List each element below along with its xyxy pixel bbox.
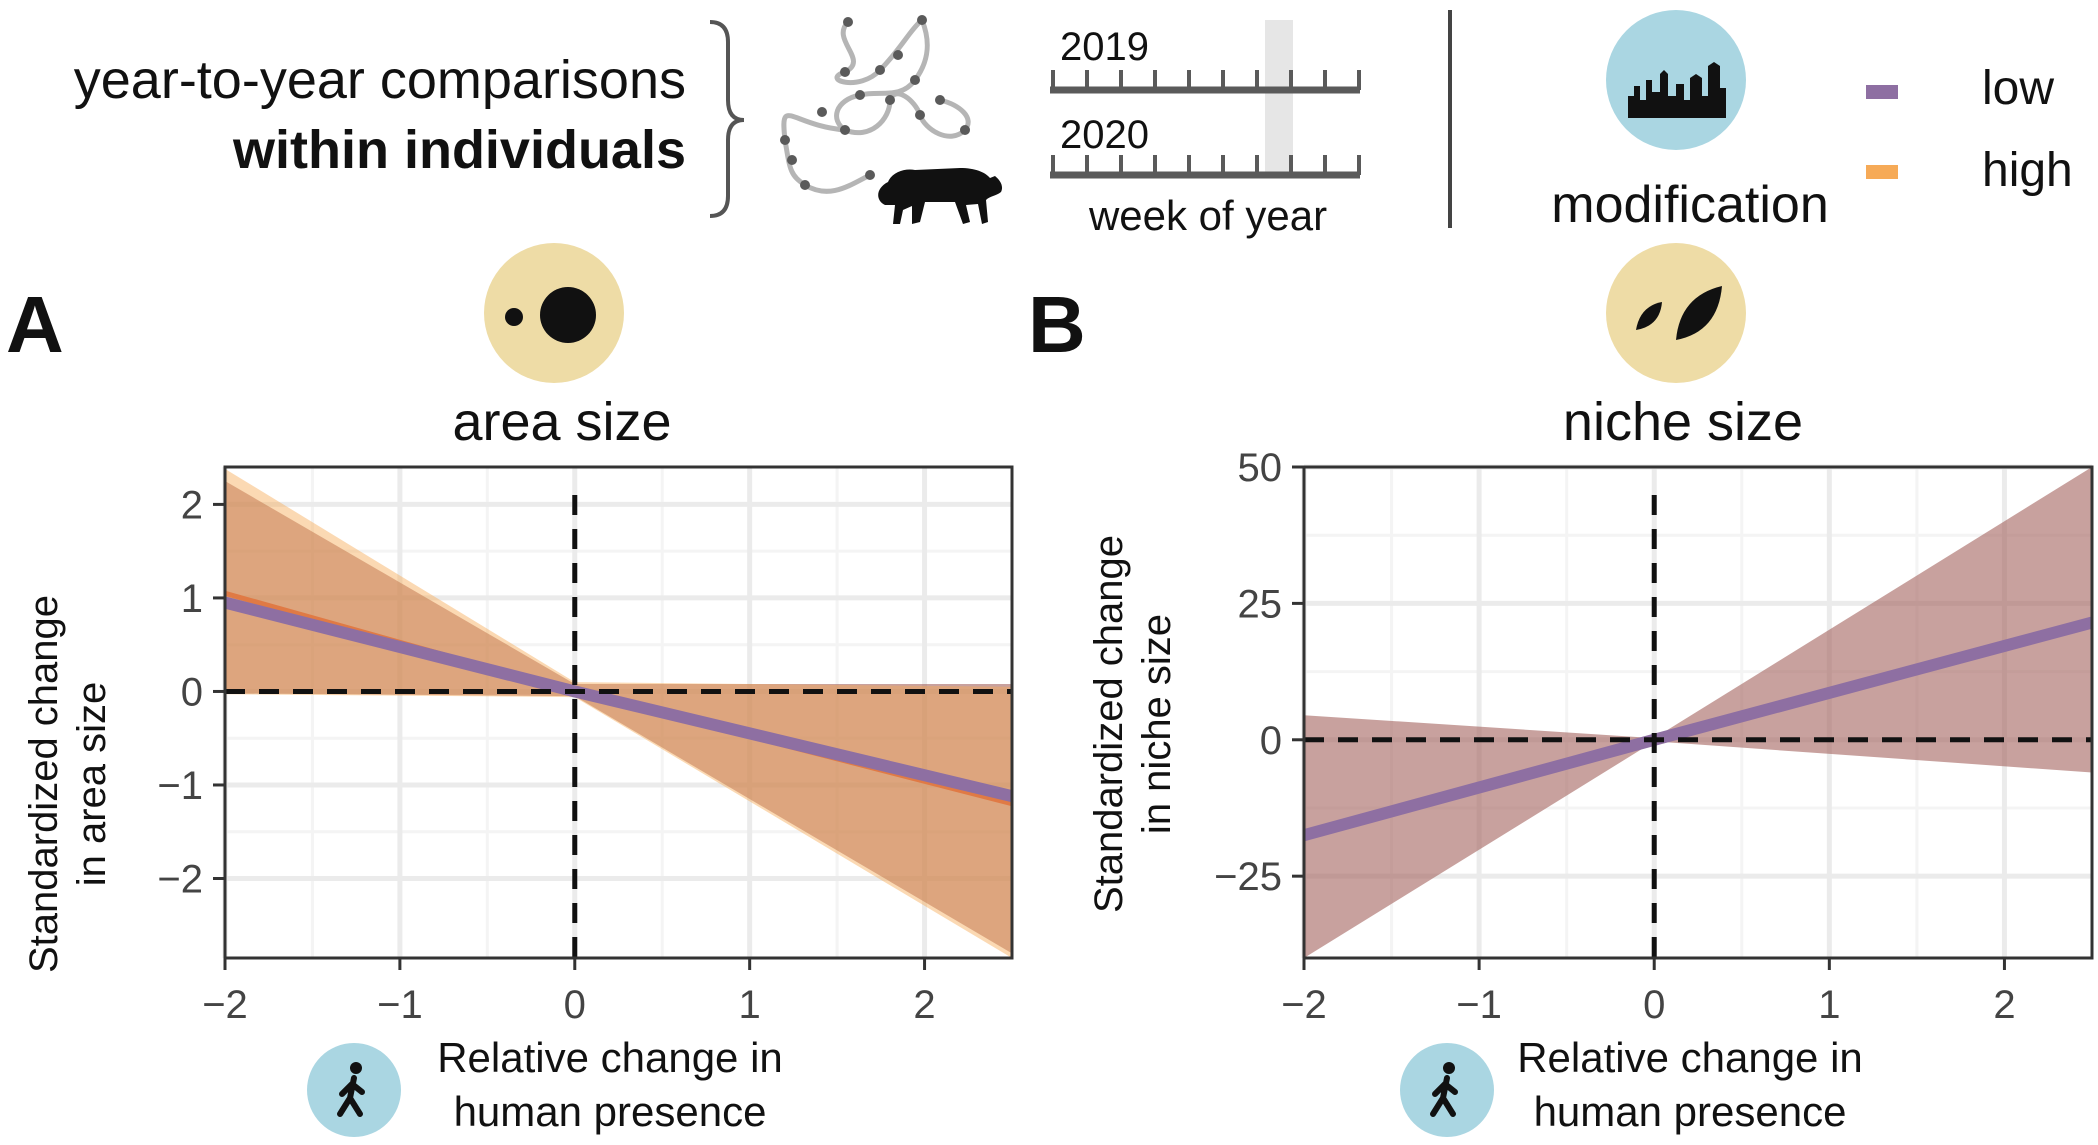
- person-walking-icon: [337, 1062, 365, 1117]
- ribbon-low: [225, 481, 1012, 954]
- y-tick-label: −25: [1214, 855, 1282, 899]
- y-tick-label: 1: [181, 577, 203, 621]
- ribbon-low: [1304, 467, 2092, 958]
- panel-b-letter: B: [1028, 280, 1086, 369]
- x-tick-label: 0: [1643, 983, 1665, 1027]
- x-tick-label: 2: [1993, 983, 2015, 1027]
- panel-a-plot: −2 −1 0 1 2 −2 −1 0 1 2: [157, 465, 1014, 1027]
- x-tick-label: 2: [913, 983, 935, 1027]
- niche-size-badge: [1606, 243, 1746, 383]
- circles-icon: [505, 287, 596, 343]
- x-tick-label: −1: [377, 983, 423, 1027]
- header-line2: within individuals: [232, 120, 686, 180]
- header: year-to-year comparisons within individu…: [74, 10, 2073, 239]
- plot-frame: [223, 465, 1014, 960]
- y-tick-label: 0: [181, 670, 203, 714]
- panel-b-xlabel-line2: human presence: [1534, 1088, 1847, 1135]
- panel-b: B niche size −2 −1 0 1 2 −25 0 25 50 Standardize…: [1028, 243, 2094, 1137]
- track-icon: [780, 15, 971, 194]
- panel-a: A area size −2 −1 0 1 2 −2 −1 0 1 2 Standardized …: [6, 243, 1014, 1137]
- timeline-2019: [1050, 70, 1361, 94]
- panel-a-xlabel-line1: Relative change in: [437, 1034, 783, 1081]
- x-tick-label: 1: [739, 983, 761, 1027]
- ribbon-high: [225, 468, 1012, 958]
- panel-b-ylabel-line2: in niche size: [1135, 614, 1179, 834]
- y-tick-label: 2: [181, 483, 203, 527]
- week-highlight: [1265, 20, 1293, 172]
- panel-b-xlabel-line1: Relative change in: [1517, 1034, 1863, 1081]
- panel-b-ylabel-line1: Standardized change: [1087, 535, 1131, 913]
- legend: low high: [1866, 62, 2073, 197]
- year-2020-label: 2020: [1060, 113, 1149, 157]
- x-tick-label: −1: [1456, 983, 1502, 1027]
- modification-badge: [1606, 10, 1746, 150]
- year-2019-label: 2019: [1060, 25, 1149, 69]
- legend-high-label: high: [1982, 144, 2073, 197]
- leaves-icon: [1636, 286, 1722, 340]
- x-tick-label: 1: [1818, 983, 1840, 1027]
- panel-b-title: niche size: [1563, 392, 1803, 452]
- person-walking-icon: [1430, 1062, 1458, 1117]
- week-of-year-label: week of year: [1088, 192, 1327, 239]
- header-line1: year-to-year comparisons: [74, 50, 686, 110]
- city-skyline-icon: [1628, 62, 1726, 118]
- panel-b-plot: −2 −1 0 1 2 −25 0 25 50: [1214, 446, 2094, 1027]
- plot-frame: [1302, 465, 2094, 960]
- y-tick-label: 25: [1238, 582, 1283, 626]
- brace-icon: [709, 20, 745, 218]
- panel-a-title: area size: [452, 392, 671, 452]
- x-tick-label: −2: [202, 983, 248, 1027]
- y-tick-label: −1: [157, 764, 203, 808]
- legend-low-label: low: [1982, 62, 2054, 115]
- cougar-icon: [878, 168, 1003, 224]
- x-tick-label: 0: [564, 983, 586, 1027]
- panel-a-ylabel-line1: Standardized change: [22, 595, 66, 973]
- modification-label: modification: [1551, 176, 1828, 234]
- timeline-2020: [1050, 155, 1361, 179]
- panel-a-letter: A: [6, 280, 64, 369]
- x-tick-label: −2: [1281, 983, 1327, 1027]
- y-tick-label: −2: [157, 858, 203, 902]
- y-tick-label: 50: [1238, 446, 1283, 490]
- y-tick-label: 0: [1260, 719, 1282, 763]
- panel-a-xlabel-line2: human presence: [454, 1088, 767, 1135]
- panel-a-ylabel-line2: in area size: [70, 682, 114, 887]
